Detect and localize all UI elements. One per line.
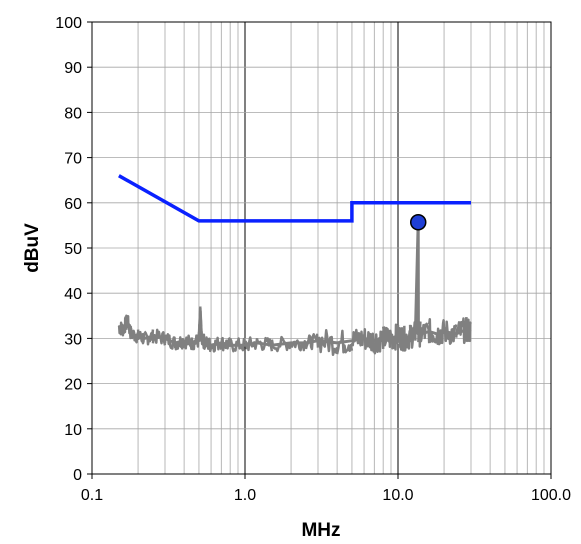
emission-noise-segment — [465, 317, 472, 343]
y-tick-label: 40 — [64, 286, 82, 303]
y-tick-label: 60 — [64, 196, 82, 213]
series-layer — [117, 174, 472, 357]
emission-noise-segment — [427, 318, 439, 344]
x-tick-label: 0.1 — [81, 487, 103, 504]
emission-noise-segment — [270, 335, 293, 353]
emission-noise-segment — [381, 326, 393, 349]
emission-noise-segment — [129, 328, 140, 344]
y-tick-label: 80 — [64, 105, 82, 122]
emission-noise-segment — [350, 328, 366, 347]
y-tick-label: 70 — [64, 151, 82, 168]
emission-trace-line — [118, 220, 472, 347]
emission-noise-segment — [143, 329, 155, 346]
emission-noise-segment — [362, 328, 376, 353]
peak-marker — [409, 213, 427, 231]
emission-noise-segment — [442, 320, 458, 345]
grid-lines — [92, 22, 551, 474]
limit-line — [118, 174, 471, 223]
y-tick-label: 30 — [64, 331, 82, 348]
y-axis-title: dBuV — [22, 223, 43, 273]
emission-noise-segment — [163, 333, 177, 350]
x-tick-label: 1.0 — [234, 487, 256, 504]
emission-noise-segment — [403, 325, 411, 352]
x-tick-label: 100.0 — [531, 487, 571, 504]
y-tick-label: 20 — [64, 377, 82, 394]
tick-labels: 0 10 20 30 40 50 60 70 80 90 100 0.1 1.0 10.0 100.0 — [55, 15, 571, 504]
y-tick-label: 50 — [64, 241, 82, 258]
emission-noise-segment — [191, 333, 201, 351]
y-tick-label: 10 — [64, 422, 82, 439]
emission-noise-segment — [454, 317, 468, 345]
y-tick-label: 0 — [73, 467, 82, 484]
emission-noise-segment — [316, 329, 339, 357]
x-tick-label: 10.0 — [382, 487, 413, 504]
emission-noise-segment — [244, 336, 259, 352]
y-tick-label: 100 — [55, 15, 82, 32]
y-tick-label: 90 — [64, 60, 82, 77]
emission-noise-segment — [182, 334, 194, 351]
x-axis-title: MHz — [301, 520, 340, 541]
